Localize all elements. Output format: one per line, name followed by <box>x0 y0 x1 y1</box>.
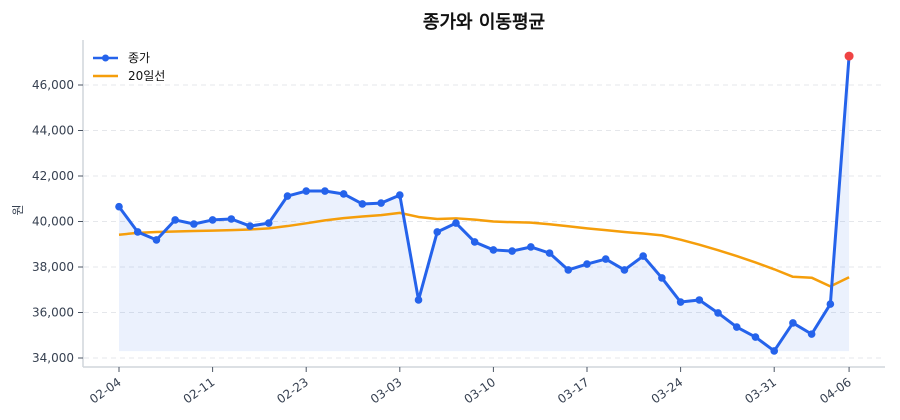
data-point <box>545 249 554 257</box>
x-tick-label: 02-04 <box>87 375 124 406</box>
data-point <box>115 202 123 211</box>
data-point <box>452 219 460 227</box>
data-point <box>208 216 217 224</box>
y-tick-label: 46,000 <box>32 78 74 92</box>
data-point <box>639 252 647 260</box>
x-tick-label: 03-24 <box>649 375 686 406</box>
data-point <box>321 187 329 195</box>
data-point <box>227 215 236 223</box>
data-point <box>358 200 367 208</box>
ma20-line <box>118 211 850 288</box>
data-point <box>695 296 704 304</box>
data-point <box>489 246 498 254</box>
x-axis-ticks: 02-04 02-11 02-23 03-03 03-10 03-17 03-24 03-31… <box>87 367 854 406</box>
close-price-line <box>115 51 854 355</box>
legend-item-ma20: 20일선 <box>93 69 165 83</box>
data-point <box>470 238 479 246</box>
x-tick-label: 04-06 <box>817 375 854 406</box>
data-point <box>564 266 573 274</box>
x-tick-label: 03-17 <box>555 375 592 406</box>
data-point <box>789 319 797 327</box>
data-point <box>807 330 816 338</box>
data-point <box>527 243 535 251</box>
y-axis-label: 원 <box>11 204 25 215</box>
data-point <box>264 219 273 227</box>
data-point <box>751 333 760 341</box>
y-tick-label: 44,000 <box>32 124 74 138</box>
y-tick-label: 42,000 <box>32 169 74 183</box>
legend-item-close: 종가 <box>93 51 150 65</box>
data-point <box>620 266 629 274</box>
legend: 종가 20일선 <box>93 51 165 83</box>
data-point <box>770 347 778 355</box>
data-point <box>133 228 142 236</box>
area-fill <box>119 56 850 352</box>
y-tick-label: 38,000 <box>32 260 74 274</box>
x-tick-label: 02-23 <box>274 375 311 406</box>
x-tick-label: 03-10 <box>462 375 499 406</box>
data-point <box>246 222 254 230</box>
chart-title: 종가와 이동평균 <box>423 12 545 33</box>
data-point <box>508 247 516 255</box>
data-point <box>414 296 423 304</box>
ma20-polyline <box>118 211 850 288</box>
data-point <box>152 236 161 244</box>
y-tick-label: 34,000 <box>32 351 74 365</box>
data-point <box>171 216 179 224</box>
data-point <box>676 298 685 306</box>
highlight-point <box>844 51 854 61</box>
data-point <box>339 190 348 198</box>
legend-label-ma20: 20일선 <box>128 69 165 83</box>
data-point <box>302 187 311 195</box>
x-tick-label: 02-11 <box>181 375 218 406</box>
data-point <box>377 199 385 207</box>
x-tick-label: 03-31 <box>742 375 779 406</box>
legend-label-close: 종가 <box>128 51 150 65</box>
data-point <box>714 309 722 317</box>
data-point <box>826 300 835 308</box>
data-point <box>658 274 666 282</box>
close-polyline <box>117 55 851 353</box>
close-area-fill <box>119 56 850 352</box>
data-point <box>283 192 292 200</box>
y-tick-label: 40,000 <box>32 215 74 229</box>
x-tick-label: 03-03 <box>368 375 405 406</box>
data-point <box>732 323 741 331</box>
data-point <box>601 255 610 263</box>
legend-marker-icon <box>102 54 109 62</box>
data-point <box>190 220 198 228</box>
data-point <box>396 191 404 199</box>
y-tick-label: 36,000 <box>32 306 74 320</box>
y-axis-ticks: 34,000 36,000 38,000 40,000 42,000 44,000 46,0… <box>32 78 83 365</box>
data-point <box>433 228 442 236</box>
data-point <box>583 260 591 268</box>
